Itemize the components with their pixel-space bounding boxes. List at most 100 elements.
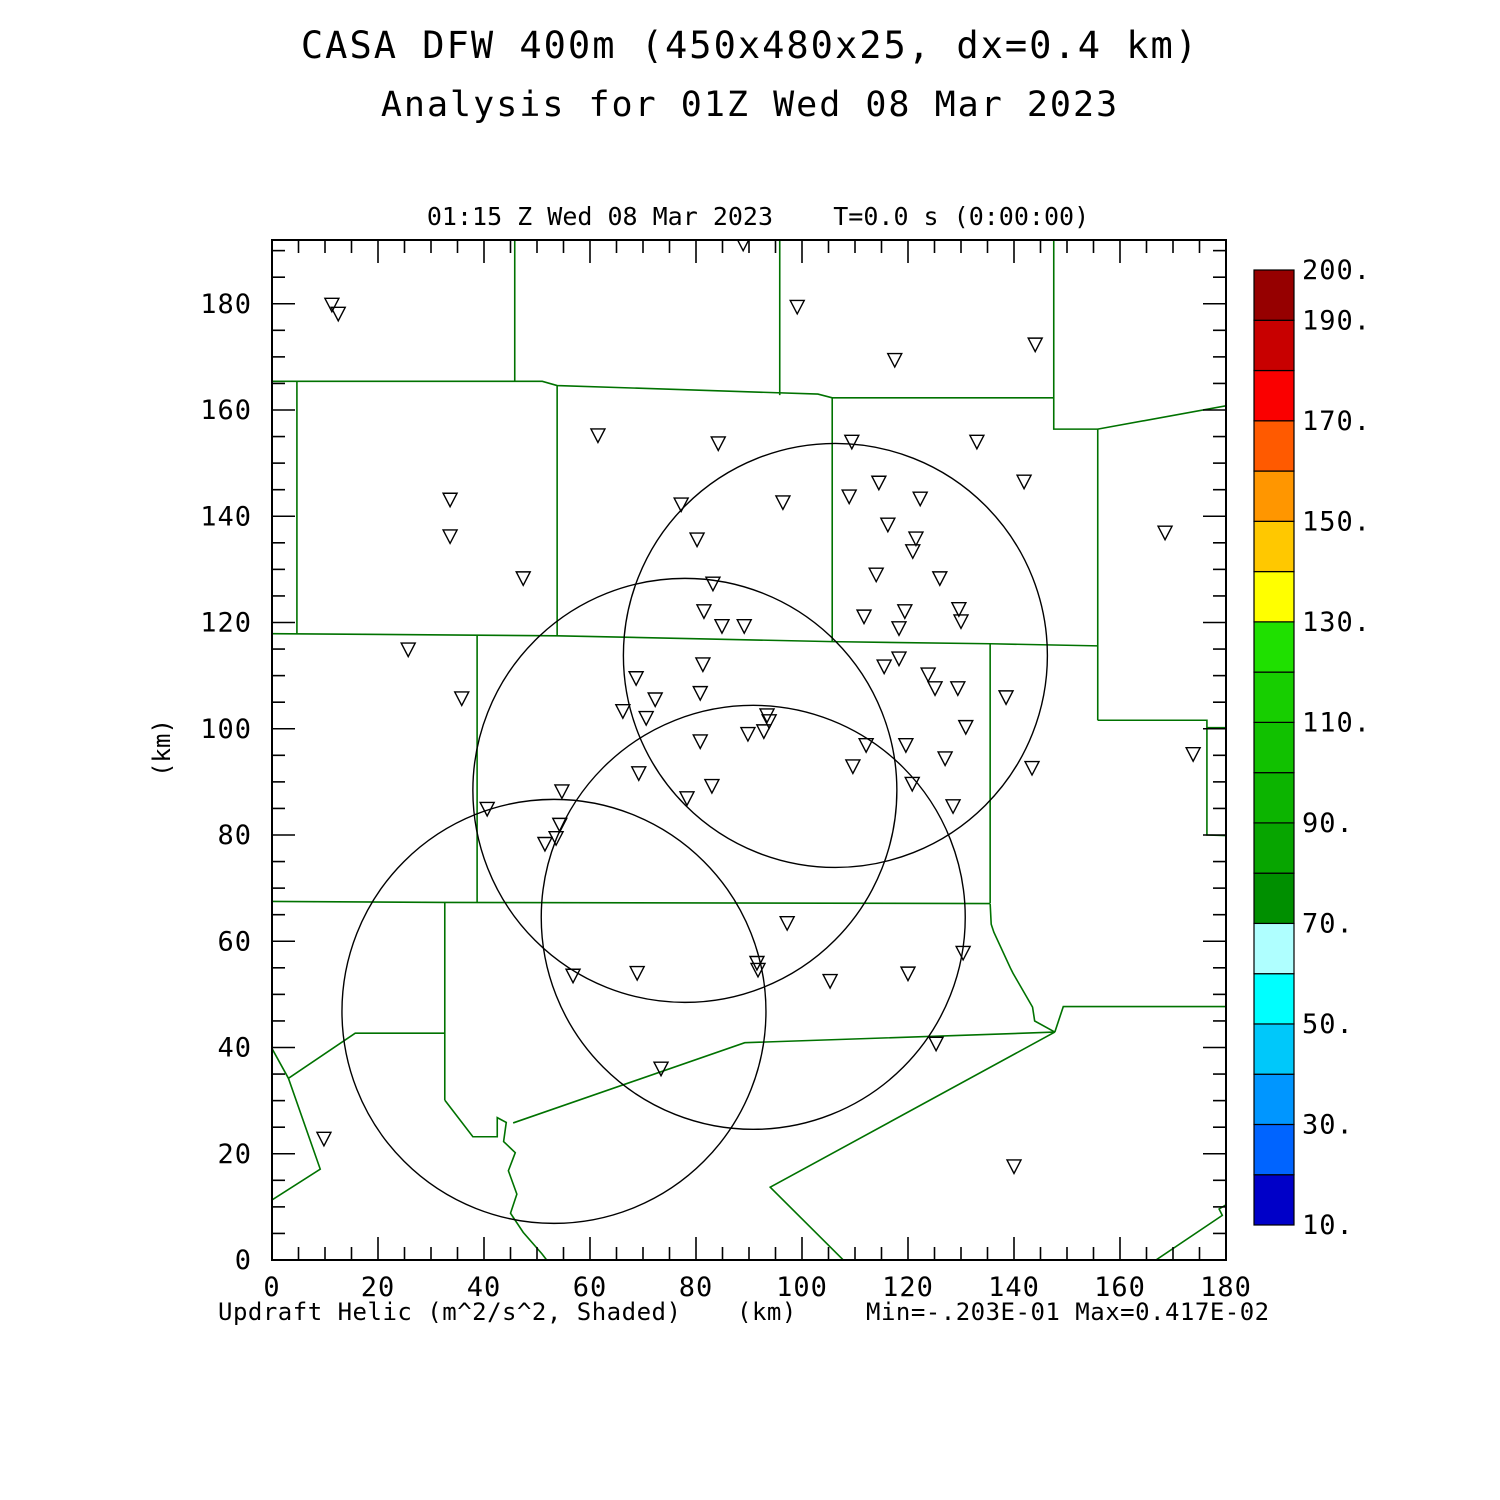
storm-marker <box>890 651 908 668</box>
colorbar-cell <box>1253 269 1295 321</box>
storm-marker <box>736 240 750 253</box>
storm-marker <box>323 297 341 314</box>
x-tick-label: 180 <box>1200 1272 1252 1303</box>
storm-marker <box>926 681 944 697</box>
storm-marker <box>1184 747 1202 763</box>
colorbar-cell <box>1253 822 1295 874</box>
storm-marker <box>841 489 858 506</box>
county-line <box>512 1031 1055 1124</box>
storm-marker <box>868 567 885 584</box>
county-line <box>1097 719 1226 729</box>
minmax-caption: Min=-.203E-01 Max=0.417E-02 <box>866 1298 1270 1326</box>
storm-marker <box>692 685 709 702</box>
colorbar-cell <box>1253 1123 1295 1176</box>
storm-marker <box>907 531 925 548</box>
storm-marker <box>703 778 721 795</box>
colorbar-tick-label: 170. <box>1302 406 1371 437</box>
radar-range-ring <box>472 577 898 1004</box>
storm-marker <box>904 776 921 793</box>
radar-range-ring <box>341 798 767 1225</box>
colorbar-tick-label: 70. <box>1302 908 1354 939</box>
storm-marker <box>330 306 347 323</box>
y-tick-label: 80 <box>217 820 252 851</box>
county-line <box>444 1099 548 1260</box>
storm-marker <box>704 576 722 593</box>
radar-range-ring <box>540 704 966 1131</box>
storm-marker <box>821 973 839 990</box>
colorbar-tick-label: 110. <box>1302 707 1371 738</box>
storm-marker <box>614 703 632 720</box>
storm-marker <box>536 836 554 853</box>
colorbar-cell <box>1253 872 1295 925</box>
storm-marker <box>647 692 664 709</box>
storm-marker <box>315 1131 333 1148</box>
colorbar-tick-label: 130. <box>1302 607 1371 638</box>
storm-marker <box>547 830 565 847</box>
colorbar <box>1253 269 1295 1226</box>
storm-marker <box>673 497 690 514</box>
storm-marker <box>957 719 974 736</box>
storm-marker <box>855 609 873 626</box>
storm-marker <box>758 708 776 724</box>
storm-marker <box>1023 760 1041 777</box>
storm-marker <box>912 491 929 508</box>
y-tick-label: 0 <box>235 1245 252 1276</box>
colorbar-tick-label: 150. <box>1302 506 1371 537</box>
storm-markers <box>315 240 1202 1175</box>
storm-marker <box>1027 337 1044 354</box>
y-axis-unit-label: (km) <box>148 719 176 777</box>
colorbar-cell <box>1253 369 1295 422</box>
storm-marker <box>695 604 713 620</box>
storm-marker <box>479 801 496 818</box>
storm-marker <box>515 571 532 587</box>
colorbar-cell <box>1253 319 1295 372</box>
county-line <box>1154 1204 1226 1260</box>
storm-marker <box>749 962 767 979</box>
x-tick-label: 0 <box>263 1272 280 1303</box>
x-axis-tick-labels: 0 20 40 60 80 100 120 140 160 180 <box>263 1272 1252 1303</box>
storm-marker <box>453 691 470 707</box>
storm-marker <box>897 737 915 754</box>
storm-marker <box>919 667 937 684</box>
x-tick-label: 80 <box>679 1272 714 1303</box>
y-tick-label: 140 <box>200 501 252 532</box>
colorbar-cell <box>1253 772 1295 824</box>
colorbar-cell <box>1253 721 1295 774</box>
storm-marker <box>968 434 986 451</box>
storm-marker <box>857 737 875 754</box>
county-line <box>1052 240 1226 430</box>
storm-marker <box>843 434 860 451</box>
x-tick-label: 60 <box>573 1272 608 1303</box>
x-tick-label: 100 <box>776 1272 828 1303</box>
county-line <box>989 903 1056 1033</box>
storm-marker <box>870 475 888 492</box>
storm-marker <box>936 751 954 767</box>
storm-marker <box>755 724 772 740</box>
storm-marker <box>931 571 948 587</box>
colorbar-cell <box>1253 973 1295 1025</box>
storm-marker <box>1005 1159 1023 1175</box>
y-tick-label: 100 <box>200 714 252 745</box>
field-caption: Updraft Helic (m^2/s^2, Shaded) <box>218 1298 681 1326</box>
storm-marker <box>589 428 607 444</box>
storm-marker <box>441 492 459 509</box>
county-line <box>768 1031 1056 1260</box>
colorbar-tick-label: 10. <box>1302 1210 1354 1241</box>
storm-marker <box>692 734 709 750</box>
x-tick-label: 160 <box>1094 1272 1146 1303</box>
colorbar-tick-label: 90. <box>1302 808 1354 839</box>
storm-marker <box>553 784 571 800</box>
storm-marker <box>899 966 917 983</box>
storm-marker <box>844 759 862 775</box>
storm-marker <box>875 659 893 676</box>
storm-marker <box>890 621 908 637</box>
storm-marker <box>638 710 655 727</box>
colorbar-cell <box>1253 1174 1295 1226</box>
storm-marker <box>954 945 972 962</box>
figure-subtitle: Analysis for 01Z Wed 08 Mar 2023 <box>381 85 1119 125</box>
colorbar-cell <box>1253 420 1295 472</box>
county-line <box>272 632 1098 647</box>
storm-marker <box>949 681 966 697</box>
storm-marker <box>629 965 646 982</box>
